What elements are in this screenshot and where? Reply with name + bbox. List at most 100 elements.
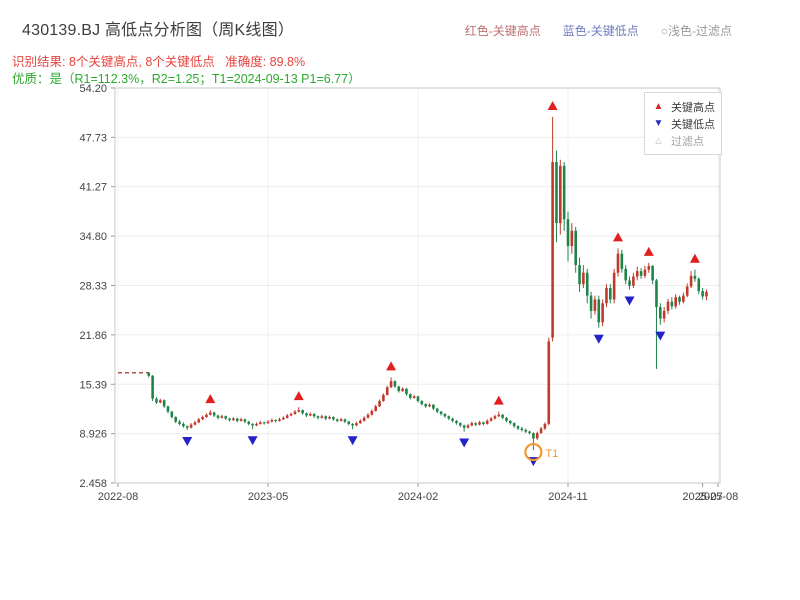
legend-item-filtered: △ 过滤点	[652, 132, 721, 149]
candle-body	[270, 420, 274, 422]
candle-body	[162, 400, 166, 407]
candle-body	[262, 422, 266, 424]
candle-body	[193, 422, 197, 425]
t1-circle	[524, 442, 543, 462]
legend-label-2: 过滤点	[671, 135, 704, 148]
candle-body	[439, 411, 443, 414]
candle-body	[555, 162, 558, 224]
candle-body	[635, 271, 639, 277]
candle-body	[328, 417, 331, 419]
candle-body	[374, 406, 377, 411]
candle-body	[366, 414, 370, 418]
legend-label-0: 关键高点	[671, 101, 715, 114]
candle-body	[682, 295, 685, 302]
candle-body	[535, 433, 539, 439]
candle-body	[685, 286, 689, 296]
candle-body	[266, 421, 270, 424]
candle-body	[559, 165, 562, 224]
candle-body	[570, 230, 574, 247]
top-legend-item-1: 蓝色-关键低点	[562, 24, 639, 38]
candle-body	[516, 426, 520, 429]
y-tick-label: 15.39	[79, 379, 107, 391]
candle-body	[285, 415, 289, 418]
candle-body	[547, 341, 551, 424]
candle-body	[220, 416, 224, 418]
candle-body	[397, 386, 401, 392]
candle-body	[497, 414, 501, 417]
candle-body	[389, 381, 393, 388]
candle-body	[489, 418, 493, 421]
y-tick-label: 21.86	[79, 330, 107, 342]
key-low-marker	[247, 436, 258, 446]
candle-body	[382, 394, 385, 401]
candle-body	[401, 388, 404, 392]
candle-body	[482, 422, 485, 424]
candle-body	[509, 420, 512, 424]
candle-body	[624, 268, 627, 281]
candle-body	[689, 275, 693, 287]
candle-body	[674, 297, 677, 307]
candle-body	[543, 423, 547, 429]
candle-body	[147, 372, 151, 376]
candle-body	[574, 230, 577, 266]
key-high-marker	[547, 101, 558, 111]
candle-body	[420, 400, 424, 405]
candle-body	[447, 416, 451, 419]
candle-body	[462, 425, 466, 428]
candle-body	[359, 420, 362, 424]
candle-body	[512, 423, 516, 427]
candle-body	[435, 408, 439, 412]
y-tick-label: 41.27	[79, 182, 107, 194]
key-low-marker	[655, 331, 666, 341]
candle-body	[205, 414, 208, 418]
key-low-marker	[624, 296, 635, 306]
candle-body	[616, 253, 620, 273]
candle-body	[282, 417, 285, 420]
candle-body	[659, 307, 662, 319]
candle-body	[259, 422, 262, 424]
candle-body	[212, 412, 216, 416]
candle-body	[243, 419, 247, 422]
candle-body	[289, 413, 293, 416]
y-tick-label: 8.926	[79, 429, 107, 441]
top-legend-item-2: ○浅色-过滤点	[660, 24, 732, 38]
candle-body	[316, 416, 320, 418]
candle-body	[605, 288, 608, 304]
candle-body	[412, 396, 416, 398]
candle-body	[693, 275, 697, 279]
candle-body	[155, 398, 158, 403]
candle-body	[385, 387, 389, 395]
key-high-marker	[205, 394, 216, 404]
candle-body	[432, 404, 435, 409]
candle-body	[332, 417, 335, 420]
candle-body	[620, 253, 624, 269]
x-tick-label: 2022-08	[98, 491, 138, 503]
candle-body	[585, 272, 589, 296]
chart-legend-box: ▲ 关键高点 ▼ 关键低点 △ 过滤点	[644, 92, 722, 155]
candle-body	[339, 419, 343, 421]
candle-body	[628, 280, 631, 286]
candle-body	[662, 310, 666, 319]
top-legend: 红色-关键高点 蓝色-关键低点 ○浅色-过滤点	[465, 22, 732, 39]
plot-border	[114, 87, 721, 484]
candle-body	[443, 413, 447, 417]
candle-body	[151, 375, 154, 399]
candle-body	[470, 423, 474, 426]
candle-body	[159, 400, 162, 403]
key-low-marker	[459, 438, 470, 448]
key-high-marker	[613, 232, 623, 242]
candle-body	[293, 411, 297, 414]
candle-body	[505, 417, 508, 421]
candle-body	[174, 417, 177, 422]
candle-body	[182, 423, 185, 427]
candle-body	[428, 404, 431, 407]
candle-body	[232, 418, 235, 421]
key-low-marker	[593, 334, 604, 344]
candle-body	[451, 418, 454, 421]
candle-body	[209, 412, 212, 415]
candle-body	[297, 410, 301, 412]
x-tick-label: 2025-07	[682, 491, 722, 503]
candle-body	[347, 421, 351, 424]
